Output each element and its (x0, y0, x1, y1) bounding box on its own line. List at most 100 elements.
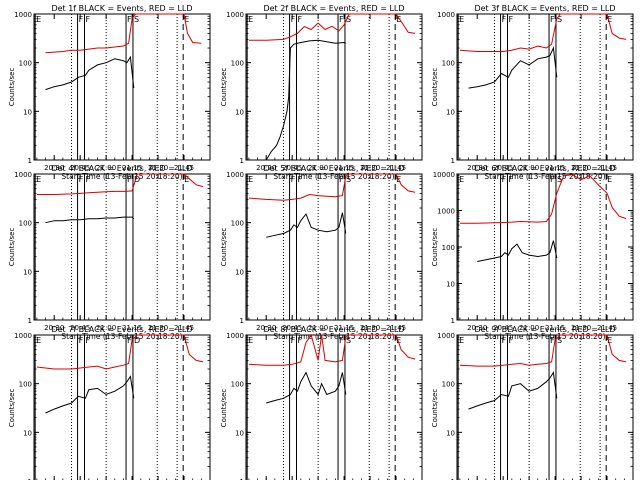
y-tick-label: 100 (442, 244, 455, 252)
events-series-line (266, 212, 347, 238)
marker-label: E (248, 15, 253, 24)
marker-label: F (550, 175, 555, 184)
marker-label: D (134, 336, 140, 345)
x-tick-label: 21:30 (571, 324, 591, 332)
marker-label: F (339, 15, 344, 24)
y-tick-label: 1000 (226, 171, 244, 179)
marker-label: S (346, 336, 351, 345)
x-tick-label: 21:15 (122, 324, 142, 332)
marker-label: F (550, 336, 555, 345)
chart-title: Det 3f BLACK = Events, RED = LLD (474, 4, 615, 13)
y-axis-label: Counts/sec (220, 68, 228, 107)
marker-label: F (85, 15, 90, 24)
x-tick-label: 21:00 (96, 324, 116, 332)
events-series-line (468, 46, 558, 89)
lld-series-line (36, 173, 204, 195)
y-tick-label: 100 (231, 381, 244, 389)
y-tick-label: 10 (235, 429, 244, 437)
y-axis-label: Counts/sec (431, 68, 439, 107)
chart-panel-8: Det 8f BLACK = Events, RED = LLD11010010… (220, 325, 423, 484)
y-axis-label: Counts/sec (8, 68, 16, 107)
x-tick-label: 21:45 (597, 324, 617, 332)
marker-label: E (459, 15, 464, 24)
lld-series-line (248, 13, 416, 41)
plot-frame (33, 173, 211, 321)
x-tick-label: 21:15 (545, 164, 565, 172)
x-tick-label: 20:30 (44, 164, 64, 172)
y-tick-label: 10 (446, 429, 455, 437)
chart-panel-6: Det 6f BLACK = Events, RED = LLD 1 10 100 10… (431, 164, 634, 341)
y-tick-label: 10 (235, 268, 244, 276)
y-tick-label: 1000 (437, 208, 455, 216)
chart-title: Det 7f BLACK = Events, RED = LLD (51, 325, 192, 334)
chart-title: Det 9f BLACK = Events, RED = LLD (474, 325, 615, 334)
chart-panel-2: Det 2f BLACK = Events, RED = LLD 1 10 100 10… (220, 4, 423, 181)
marker-label: F (508, 15, 513, 24)
y-tick-label: 1 (451, 317, 455, 325)
x-tick-label: 21:30 (148, 324, 168, 332)
x-tick-label: 21:15 (122, 164, 142, 172)
marker-label: E (248, 336, 253, 345)
x-tick-label: 20:30 (256, 324, 276, 332)
marker-label: F (508, 336, 513, 345)
y-tick-label: 100 (442, 381, 455, 389)
events-series-line (477, 240, 558, 262)
plot-frame (456, 13, 634, 161)
y-tick-label: 100 (19, 381, 32, 389)
chart-panel-9: Det 9f BLACK = Events, RED = LLD11010010… (431, 325, 634, 484)
x-tick-label: 21:30 (360, 164, 380, 172)
lld-series-line (36, 334, 204, 370)
marker-label: E (184, 175, 189, 184)
marker-label: F (79, 175, 84, 184)
marker-label: F (502, 15, 507, 24)
y-tick-label: 1000 (14, 11, 32, 19)
x-tick-label: 20:45 (70, 164, 90, 172)
lld-series-line (248, 173, 416, 201)
marker-label: S (134, 15, 139, 24)
y-axis-label: Counts/sec (431, 228, 439, 267)
chart-title: Det 1f BLACK = Events, RED = LLD (51, 4, 192, 13)
lld-series-line (45, 13, 202, 54)
x-axis-label: Start Time (13-Feb-15 20:18:20) (273, 332, 394, 341)
y-tick-label: 1000 (437, 11, 455, 19)
marker-label: E (607, 336, 612, 345)
y-tick-label: 1000 (226, 11, 244, 19)
y-tick-label: 100 (19, 60, 32, 68)
events-series-line (265, 39, 347, 161)
marker-label: F (339, 336, 344, 345)
y-tick-label: 10 (446, 108, 455, 116)
y-axis-label: Counts/sec (220, 389, 228, 428)
x-tick-label: 21:45 (386, 164, 406, 172)
y-tick-label: 1 (28, 157, 32, 165)
x-tick-label: 20:30 (467, 164, 487, 172)
marker-label: E (184, 336, 189, 345)
x-axis-label: Start Time (13-Feb-15 20:18:20) (484, 332, 605, 341)
marker-label: S (557, 15, 562, 24)
lld-series-line (459, 334, 627, 367)
x-tick-label: 21:45 (597, 164, 617, 172)
events-series-line (45, 375, 135, 414)
chart-panel-5: Det 5f BLACK = Events, RED = LLD 1 10 100 10… (220, 164, 423, 341)
marker-label: F (85, 336, 90, 345)
x-tick-label: 20:45 (493, 324, 513, 332)
x-tick-label: 21:30 (148, 164, 168, 172)
chart-title: Det 2f BLACK = Events, RED = LLD (263, 4, 404, 13)
x-tick-label: 20:30 (467, 324, 487, 332)
chart-panel-4: Det 4f BLACK = Events, RED = LLD 1 10 100 10… (8, 164, 211, 341)
marker-label: S (557, 175, 562, 184)
x-tick-label: 21:00 (519, 164, 539, 172)
events-series-line (45, 216, 135, 224)
marker-label: E (459, 175, 464, 184)
y-tick-label: 1 (240, 317, 244, 325)
plot-frame (245, 13, 423, 161)
x-tick-label: 21:00 (519, 324, 539, 332)
marker-label: E (607, 15, 612, 24)
y-axis-label: Counts/sec (431, 389, 439, 428)
events-series-line (468, 371, 558, 410)
marker-label: F (550, 15, 555, 24)
x-axis-label: Start Time (13-Feb-15 20:18:20) (273, 172, 394, 181)
marker-label: E (248, 175, 253, 184)
y-tick-label: 10 (235, 108, 244, 116)
marker-label: F (79, 15, 84, 24)
